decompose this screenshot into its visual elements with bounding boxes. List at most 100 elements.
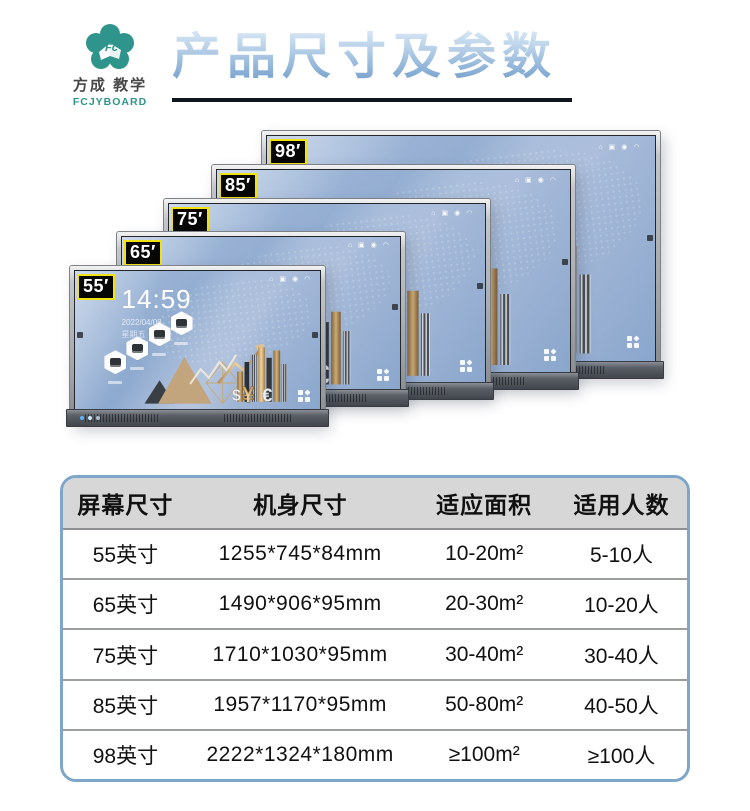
app-grid-icon (376, 368, 390, 381)
screen-status-icons: ⌂ ▣ ◉ ◠ (515, 177, 556, 184)
brand-name-en: FCJYBOARD (72, 96, 148, 108)
cell-screen-size: 98英寸 (92, 744, 159, 768)
cell-area: 50-80m² (445, 692, 524, 716)
app-hex-label (108, 380, 123, 384)
home-icon: ⌂ (598, 143, 603, 151)
gallery-icon: ▣ (441, 210, 449, 218)
table-row: 85英寸 1957*1170*95mm 50-80m² 40-50人 (63, 681, 687, 731)
bezel-chip-icon (562, 259, 568, 266)
app-hex-label (130, 366, 145, 370)
app-hex-icon (170, 311, 193, 336)
table-header-cell: 适应面积 (436, 492, 533, 518)
home-icon: ⌂ (514, 177, 520, 185)
size-badge-98: 98′ (269, 139, 307, 165)
app-grid-icon (298, 389, 311, 402)
cell-area: ≥100m² (448, 742, 520, 766)
eye-icon: ◉ (537, 177, 544, 185)
app-hex-label (152, 353, 167, 356)
home-screen-clock: 14:59 2022/04/08 星期五 (122, 284, 192, 340)
app-hex-label (174, 341, 189, 345)
cell-body-dimensions: 1957*1170*95mm (213, 692, 387, 716)
mountain-graphic (139, 332, 242, 405)
svg-text:Fc: Fc (105, 42, 118, 54)
dollar-symbol: $ (232, 388, 241, 403)
brand-name-cn: 方成 教学 (72, 77, 148, 94)
home-icon: ⌂ (347, 242, 353, 250)
wifi-icon: ◠ (382, 242, 389, 250)
gallery-icon: ▣ (358, 242, 365, 250)
gallery-icon: ▣ (525, 177, 532, 185)
app-hex-icon (148, 322, 171, 347)
app-grid-icon (460, 359, 473, 373)
cell-body-dimensions: 1490*906*95mm (218, 592, 382, 616)
front-port-leds (80, 416, 101, 421)
spec-table: 屏幕尺寸 机身尺寸 适应面积 适用人数 55英寸 1255*745*84mm 1… (60, 475, 690, 782)
gallery-icon: ▣ (279, 275, 286, 283)
bezel-chip-icon (392, 304, 398, 311)
app-grid-icon (627, 335, 640, 349)
euro-symbol: € (262, 384, 273, 403)
table-row: 75英寸 1710*1030*95mm 30-40m² 30-40人 (63, 630, 687, 681)
cell-capacity: ≥100人 (587, 744, 656, 768)
wireframe-gem (205, 361, 240, 405)
home-icon: ⌂ (269, 275, 274, 283)
brand-logo: Fc 方成 教学 FCJYBOARD (60, 22, 160, 108)
size-badge-65: 65′ (124, 240, 162, 266)
home-icon: ⌂ (431, 210, 436, 218)
table-row: 65英寸 1490*906*95mm 20-30m² 10-20人 (63, 580, 687, 631)
page-title: 产品尺寸及参数 (172, 20, 574, 94)
bezel-chip-icon (77, 332, 83, 339)
cell-screen-size: 85英寸 (92, 694, 159, 718)
size-badge-75: 75′ (171, 207, 209, 233)
yuan-symbol: ¥ (242, 382, 255, 404)
table-header-cell: 机身尺寸 (253, 492, 348, 518)
cell-area: 30-40m² (445, 642, 524, 666)
cell-capacity: 40-50人 (584, 694, 659, 718)
bezel-chip-icon (477, 282, 483, 289)
screen-status-icons: ⌂ ▣ ◉ ◠ (598, 144, 639, 151)
size-badge-55: 55′ (77, 274, 115, 300)
cell-area: 10-20m² (445, 542, 524, 566)
title-block: 产品尺寸及参数 (172, 20, 574, 102)
app-hex-icon (104, 350, 127, 375)
cell-capacity: 10-20人 (584, 594, 659, 618)
display-55-screen: 14:59 2022/04/08 星期五 (74, 270, 321, 411)
title-underline (172, 98, 572, 102)
wifi-icon: ◠ (549, 177, 556, 185)
spec-table-body: 55英寸 1255*745*84mm 10-20m² 5-10人 65英寸 14… (63, 530, 687, 779)
cell-screen-size: 75英寸 (92, 644, 159, 668)
table-row: 55英寸 1255*745*84mm 10-20m² 5-10人 (63, 530, 687, 581)
cell-screen-size: 65英寸 (92, 594, 159, 618)
book-glyph: Fc (99, 42, 121, 60)
growth-chart-svg: $ ¥ € (188, 343, 287, 408)
screen-status-icons: ⌂ ▣ ◉ ◠ (348, 242, 389, 249)
cell-screen-size: 55英寸 (92, 544, 159, 568)
clock-date: 2022/04/08 (121, 317, 162, 327)
growth-chart-graphic: $ ¥ € (188, 325, 303, 408)
display-55-speaker-tray (66, 409, 329, 427)
clock-weekday: 星期五 (121, 329, 146, 339)
brand-flower-icon: Fc (86, 24, 134, 69)
eye-icon: ◉ (291, 275, 299, 283)
display-size-stage: 98′ $ ¥ € (0, 120, 750, 455)
cell-body-dimensions: 2222*1324*180mm (206, 742, 394, 766)
size-badge-85: 85′ (219, 173, 257, 199)
bezel-chip-icon (647, 235, 653, 242)
screen-status-icons: ⌂ ▣ ◉ ◠ (431, 210, 472, 217)
table-header-cell: 适用人数 (573, 492, 670, 518)
eye-icon: ◉ (621, 143, 628, 151)
eye-icon: ◉ (454, 210, 461, 218)
app-hex-icon (126, 336, 149, 361)
display-55: 55′ 14:59 2022/04/08 星期五 (66, 266, 329, 427)
eye-icon: ◉ (370, 242, 377, 250)
clock-time: 14:59 (121, 283, 192, 314)
cell-capacity: 30-40人 (584, 644, 659, 668)
table-row: 98英寸 2222*1324*180mm ≥100m² ≥100人 (63, 731, 687, 779)
cell-area: 20-30m² (445, 592, 524, 616)
table-header-cell: 屏幕尺寸 (77, 492, 174, 518)
wifi-icon: ◠ (466, 210, 473, 218)
screen-status-icons: ⌂ ▣ ◉ ◠ (269, 276, 310, 283)
cell-capacity: 5-10人 (589, 544, 653, 568)
app-grid-icon (543, 348, 557, 361)
